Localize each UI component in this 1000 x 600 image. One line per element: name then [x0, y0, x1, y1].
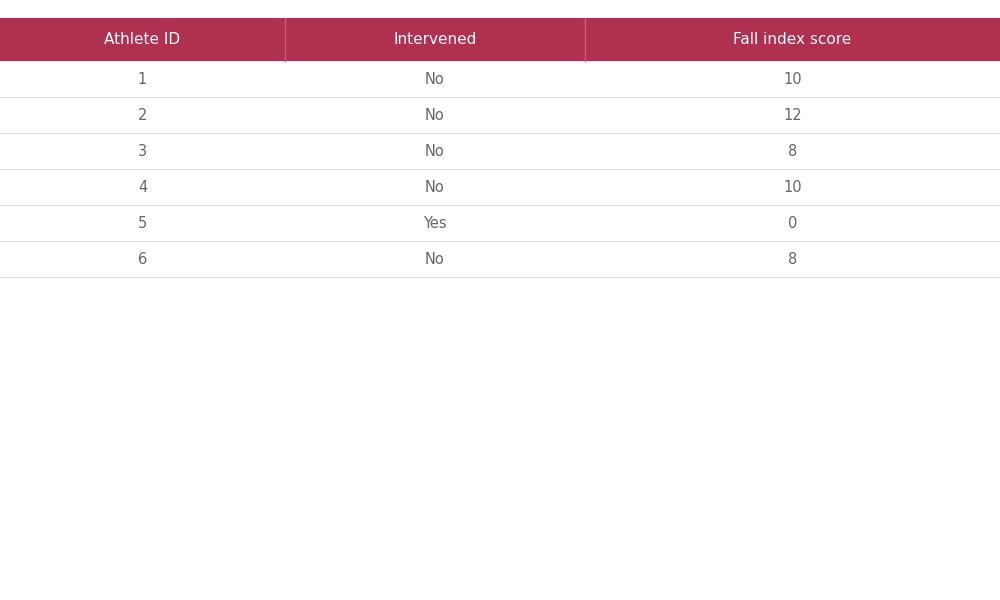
Text: No: No [425, 143, 445, 158]
FancyBboxPatch shape [0, 61, 1000, 97]
Text: 12: 12 [783, 107, 802, 122]
Text: No: No [425, 252, 445, 266]
Text: 0: 0 [788, 215, 797, 230]
FancyBboxPatch shape [0, 18, 1000, 61]
Text: Intervened: Intervened [393, 32, 477, 47]
Text: 8: 8 [788, 252, 797, 266]
Text: No: No [425, 180, 445, 194]
Text: 3: 3 [138, 143, 147, 158]
Text: 5: 5 [138, 215, 147, 230]
FancyBboxPatch shape [0, 169, 1000, 205]
FancyBboxPatch shape [0, 205, 1000, 241]
Text: 2: 2 [138, 107, 147, 122]
Text: 4: 4 [138, 180, 147, 194]
Text: Athlete ID: Athlete ID [104, 32, 181, 47]
Text: 6: 6 [138, 252, 147, 266]
Text: 10: 10 [783, 180, 802, 194]
Text: Yes: Yes [423, 215, 447, 230]
Text: 10: 10 [783, 71, 802, 86]
Text: 8: 8 [788, 143, 797, 158]
FancyBboxPatch shape [0, 97, 1000, 133]
FancyBboxPatch shape [0, 133, 1000, 169]
Text: Fall index score: Fall index score [733, 32, 852, 47]
Text: No: No [425, 71, 445, 86]
FancyBboxPatch shape [0, 241, 1000, 277]
Text: No: No [425, 107, 445, 122]
Text: 1: 1 [138, 71, 147, 86]
